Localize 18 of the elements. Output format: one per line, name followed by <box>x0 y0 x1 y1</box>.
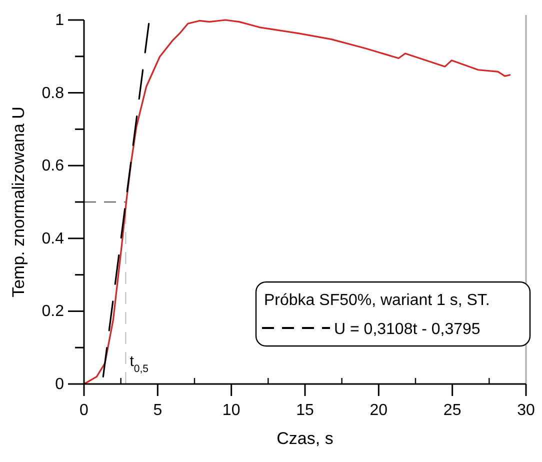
legend-label: U = 0,3108t - 0,3795 <box>334 321 480 338</box>
x-tick-label: 10 <box>222 402 240 419</box>
y-tick-label: 0 <box>55 376 64 393</box>
ref-line-label: t$_{0,5}$ <box>130 353 149 375</box>
y-tick-label: 0.4 <box>42 230 64 248</box>
x-tick-label: 20 <box>370 402 388 419</box>
legend-title: Próbka SF50%, wariant 1 s, ST. <box>264 292 490 309</box>
y-tick-label: 0.6 <box>42 158 64 175</box>
x-tick-label: 30 <box>517 402 535 419</box>
y-tick-label: 1 <box>55 12 64 29</box>
y-tick-label: 0.2 <box>42 303 64 320</box>
y-axis-title: Temp. znormalizowana U <box>9 106 28 298</box>
x-tick-label: 15 <box>296 402 314 419</box>
x-tick-label: 5 <box>153 402 162 419</box>
x-tick-label: 25 <box>443 402 462 419</box>
y-tick-label: 0.8 <box>42 84 64 102</box>
x-tick-label: 0 <box>80 402 89 419</box>
x-axis-title: Czas, s <box>276 429 334 448</box>
